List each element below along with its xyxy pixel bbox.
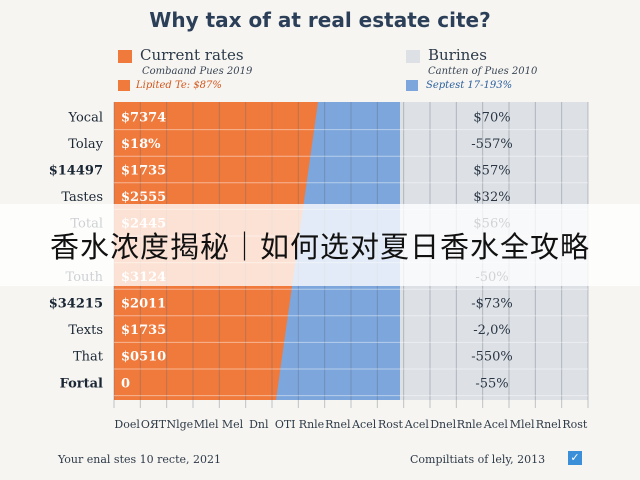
x-tick-label: Nlge: [166, 418, 193, 431]
legend-swatch-burines: [406, 50, 420, 63]
left-value-label: $1735: [121, 164, 166, 179]
legend-sub2-current-rates: Lipited Te: $87%: [136, 80, 222, 91]
x-tick-label: Mel: [222, 418, 244, 431]
x-tick-label: OTI: [275, 418, 296, 431]
x-tick-label: Rnel: [536, 418, 562, 431]
x-tick-label: Rost: [378, 418, 404, 431]
row-label: Tolay: [68, 137, 103, 152]
checkmark-icon: ✓: [568, 451, 582, 465]
left-value-label: $2555: [121, 190, 166, 205]
row-label: Yocal: [68, 110, 103, 125]
legend-sub2-burines: Septest 17-193%: [426, 80, 513, 91]
right-value-label: -2,0%: [473, 323, 510, 338]
legend-swatch-burines-2: [406, 80, 418, 91]
left-value-label: $0510: [121, 350, 166, 365]
x-tick-label: Dnl: [249, 418, 269, 431]
chart-title: Why tax of at real estate cite?: [149, 8, 491, 32]
row-label: Fortal: [60, 376, 103, 391]
x-tick-label: Acel: [351, 418, 377, 431]
left-value-label: 0: [121, 376, 130, 391]
x-tick-label: Rnel: [325, 418, 351, 431]
right-value-label: -55%: [475, 376, 508, 391]
x-tick-label: Mlel: [510, 418, 535, 431]
left-value-label: $18%: [121, 137, 161, 152]
x-tick-label: Acel: [404, 418, 430, 431]
x-tick-label: Dnel: [430, 418, 456, 431]
row-label: That: [73, 350, 104, 365]
legend-sub-current-rates: Combaand Pues 2019: [142, 66, 253, 77]
right-value-label: $70%: [473, 110, 510, 125]
footer-left-note: Your enal stes 10 recte, 2021: [58, 453, 221, 466]
right-value-label: -557%: [471, 137, 513, 152]
legend-sub-burines: Cantten of Pues 2010: [428, 66, 538, 77]
right-value-label: $57%: [473, 164, 510, 179]
legend-label-burines: Burines: [428, 46, 487, 64]
footer-right-note: Compiltiats of lely, 2013: [410, 453, 546, 466]
row-label: $14497: [49, 164, 103, 179]
overlay-banner: 香水浓度揭秘｜如何选对夏日香水全攻略: [0, 204, 640, 286]
legend-swatch-current-rates: [118, 50, 132, 63]
x-tick-label: Rnle: [457, 418, 482, 431]
x-tick-label: Rnle: [299, 418, 324, 431]
left-value-label: $1735: [121, 323, 166, 338]
legend-swatch-current-rates-2: [118, 80, 130, 91]
row-label: Tastes: [61, 190, 103, 205]
right-value-label: $32%: [473, 190, 510, 205]
x-tick-label: OЯT: [141, 418, 167, 431]
row-label: Texts: [68, 323, 103, 338]
x-tick-label: Mlel: [194, 418, 219, 431]
x-tick-label: Acel: [483, 418, 509, 431]
right-value-label: -550%: [471, 350, 513, 365]
x-tick-label: Doel: [114, 418, 140, 431]
x-tick-label: Rost: [562, 418, 588, 431]
right-value-label: -$73%: [471, 297, 513, 312]
legend-label-current-rates: Current rates: [140, 46, 244, 64]
left-value-label: $2011: [121, 297, 166, 312]
left-value-label: $7374: [121, 110, 166, 125]
row-label: $34215: [49, 297, 103, 312]
